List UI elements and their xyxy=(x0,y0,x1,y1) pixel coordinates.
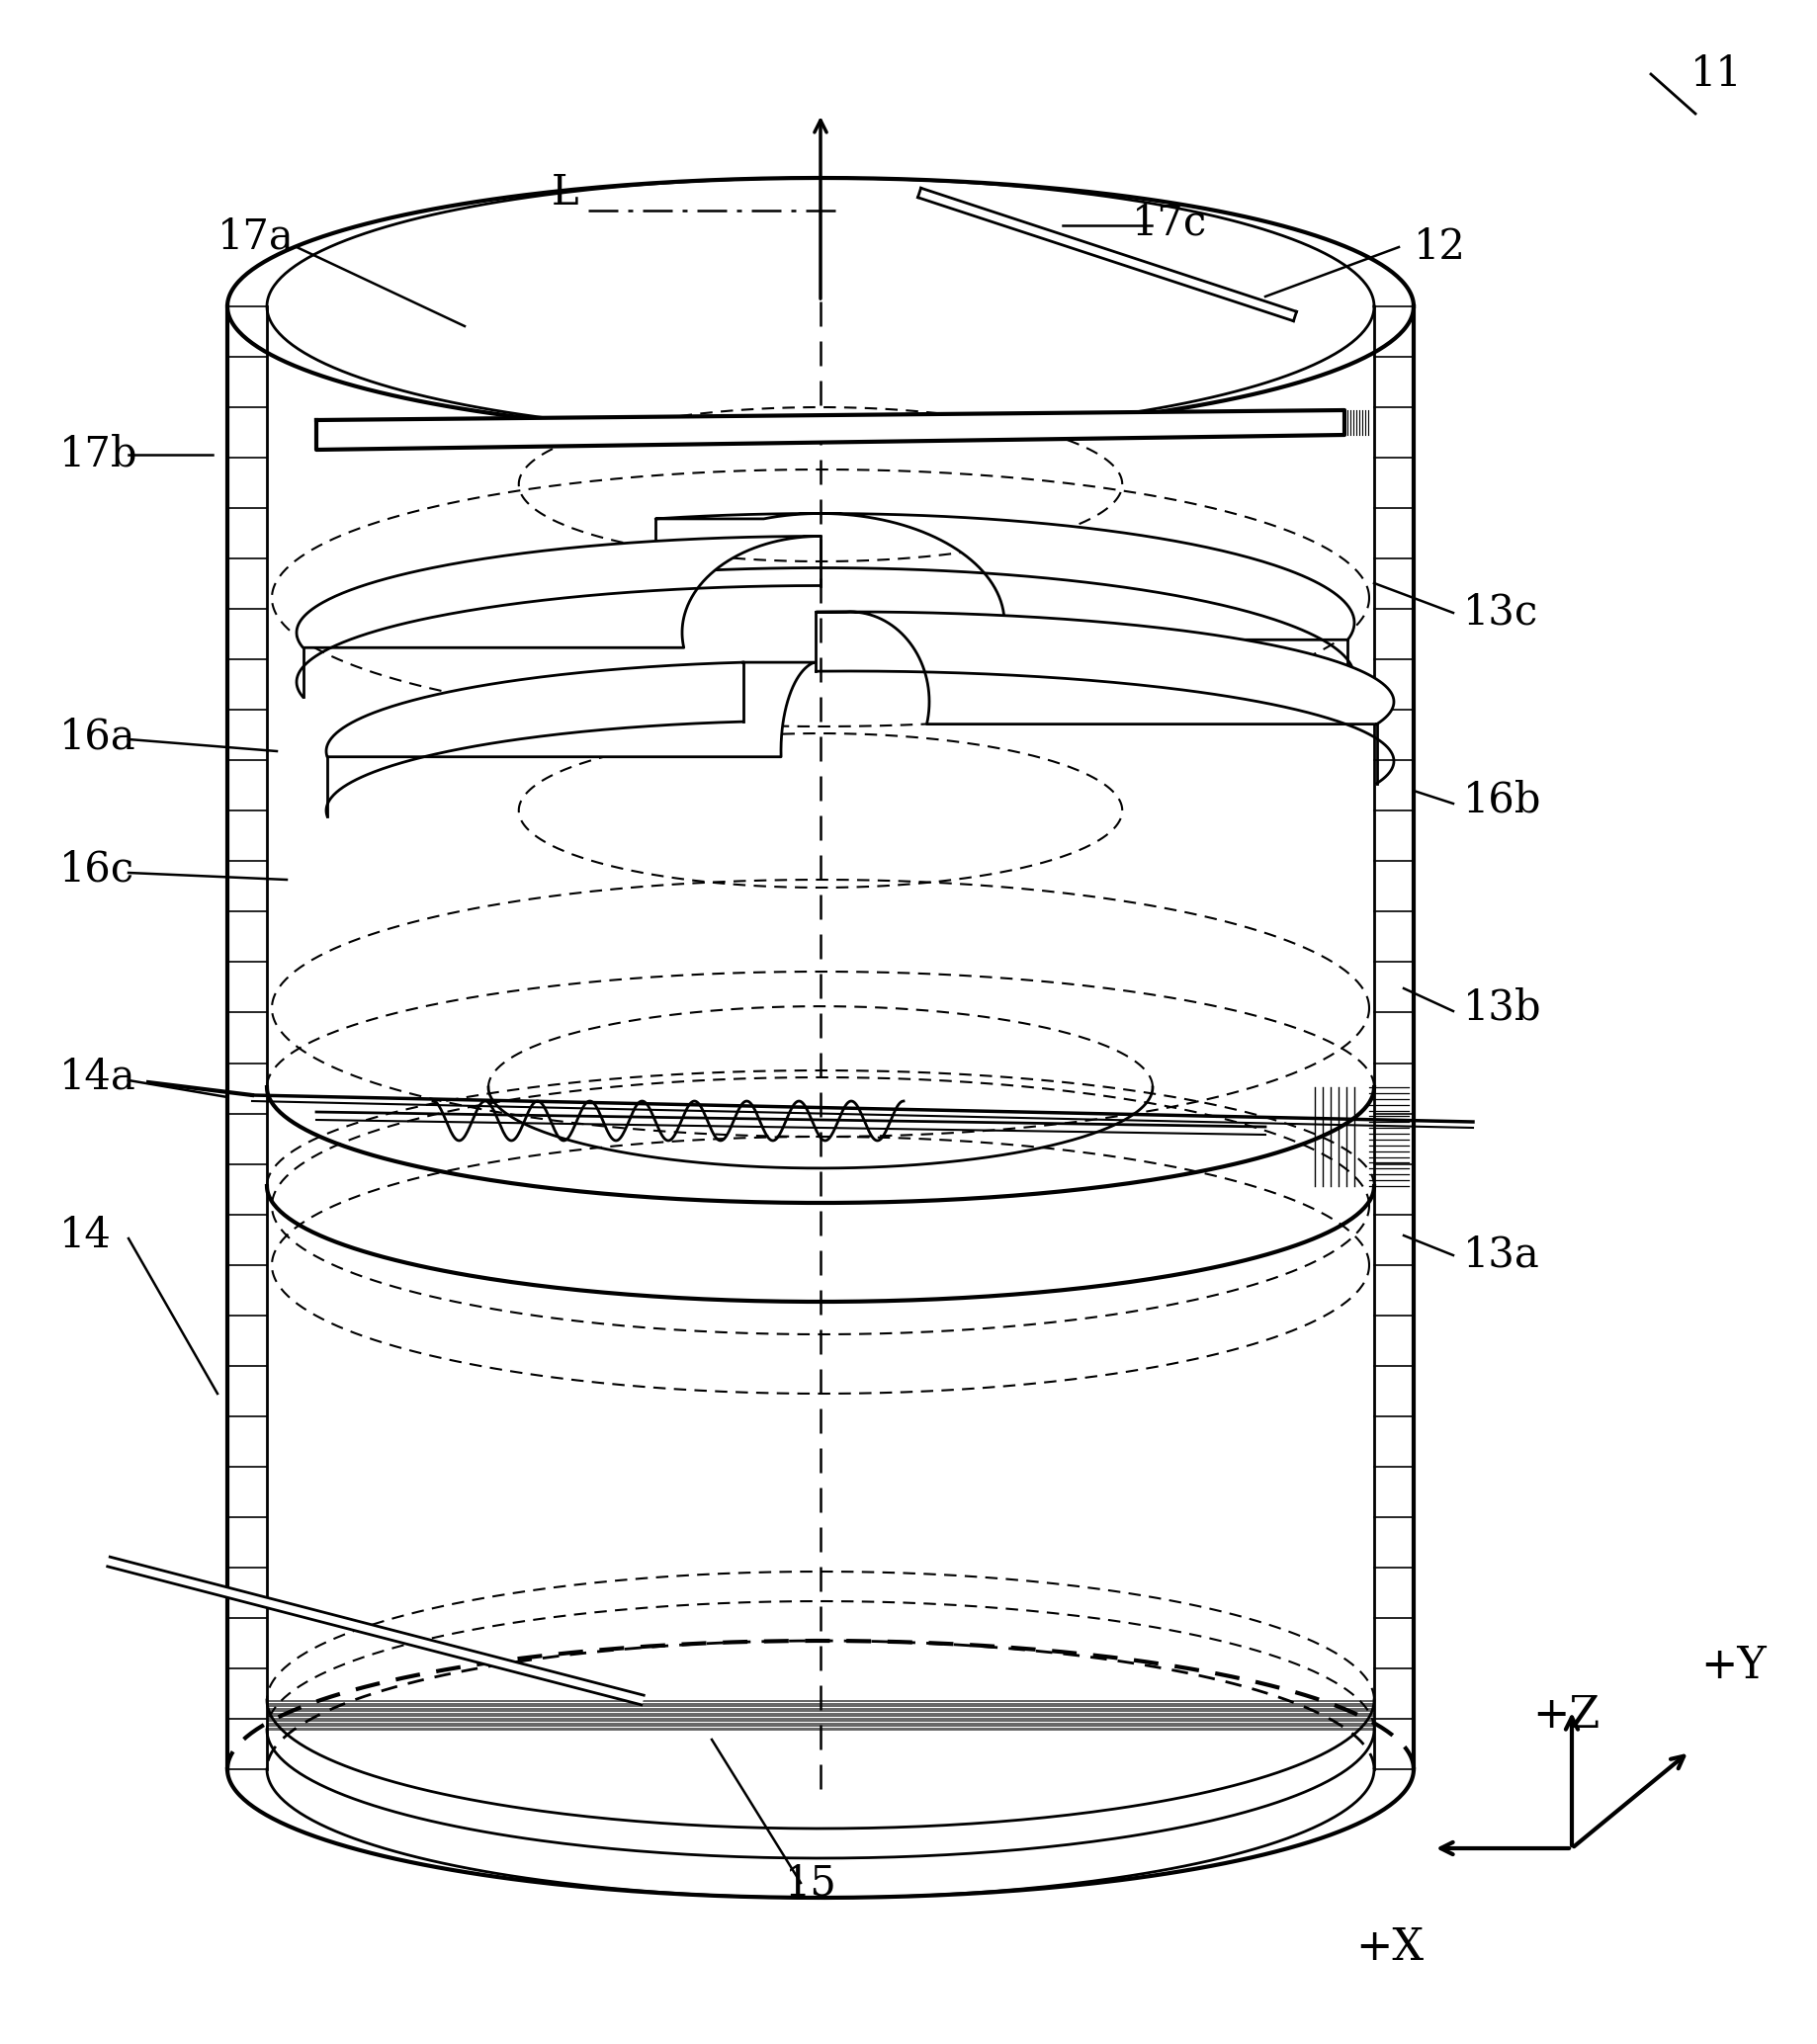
Text: +Y: +Y xyxy=(1701,1643,1766,1686)
Text: 13b: 13b xyxy=(1463,987,1543,1028)
Polygon shape xyxy=(816,611,1394,724)
Polygon shape xyxy=(316,411,1345,450)
Text: 14: 14 xyxy=(60,1214,111,1257)
Text: +Z: +Z xyxy=(1532,1694,1599,1735)
Text: 12: 12 xyxy=(1414,227,1466,268)
Text: 16b: 16b xyxy=(1463,781,1541,822)
Polygon shape xyxy=(107,1558,643,1705)
Text: 13c: 13c xyxy=(1463,593,1539,634)
Polygon shape xyxy=(327,662,814,756)
Text: 13a: 13a xyxy=(1463,1235,1541,1275)
Text: 17c: 17c xyxy=(1132,202,1206,243)
Text: 16c: 16c xyxy=(60,848,134,891)
Polygon shape xyxy=(296,536,821,648)
Text: 17a: 17a xyxy=(218,217,294,258)
Text: 15: 15 xyxy=(785,1862,838,1903)
Text: +X: +X xyxy=(1355,1925,1423,1968)
Polygon shape xyxy=(656,513,1354,640)
Polygon shape xyxy=(918,188,1297,321)
Text: L: L xyxy=(552,172,580,213)
Text: 11: 11 xyxy=(1690,53,1743,94)
Text: 16a: 16a xyxy=(60,715,136,756)
Text: 17b: 17b xyxy=(60,433,138,476)
Text: 14a: 14a xyxy=(60,1057,136,1098)
